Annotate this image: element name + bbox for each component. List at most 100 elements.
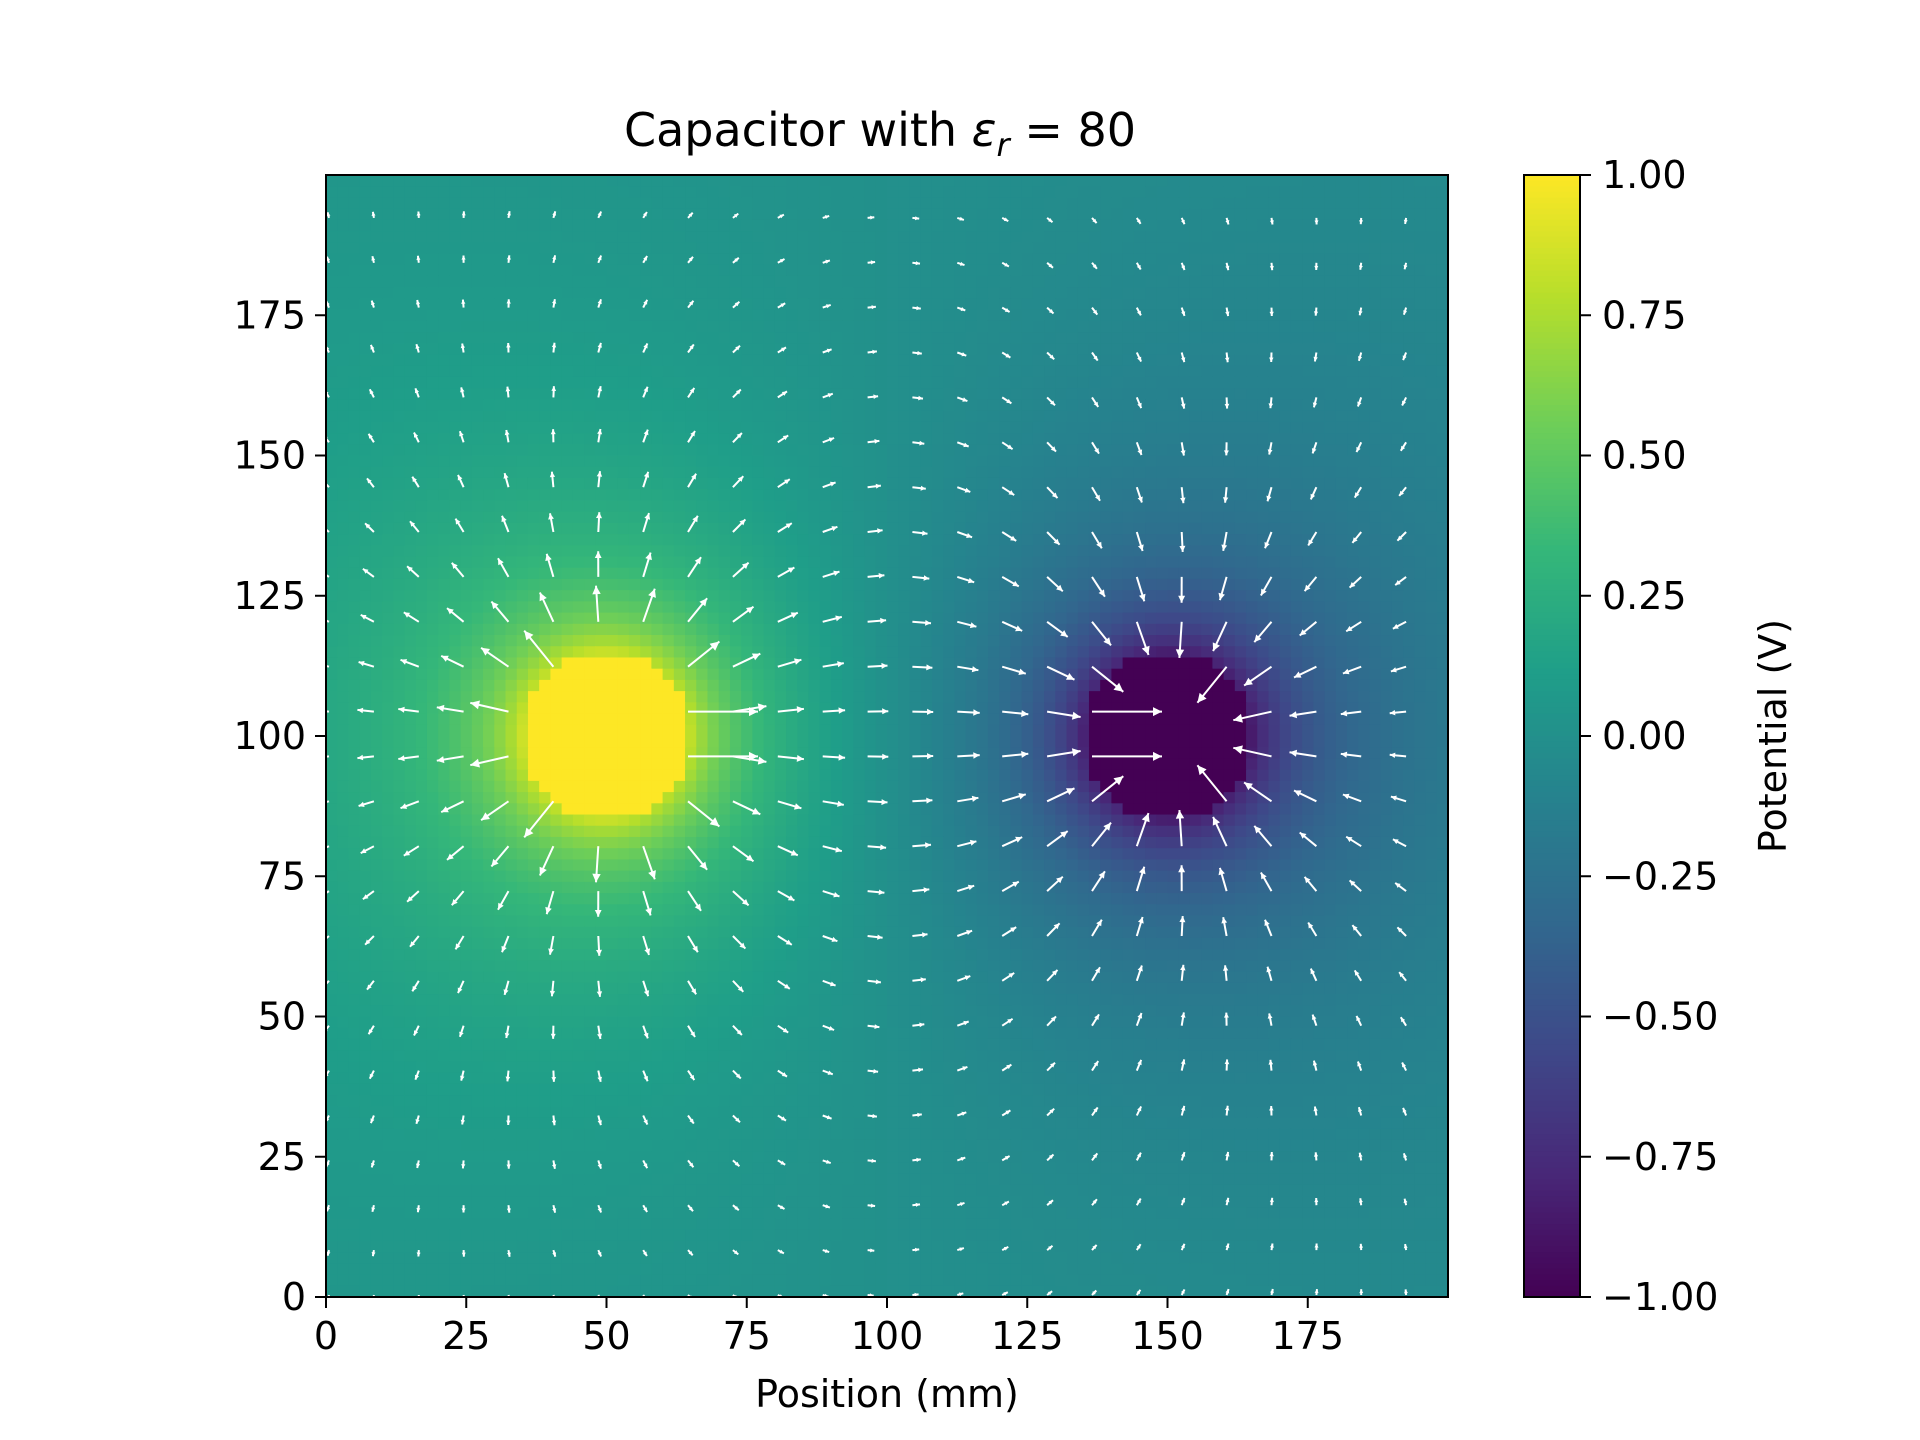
heatmap-cell bbox=[741, 421, 753, 434]
heatmap-cell bbox=[1044, 455, 1056, 468]
heatmap-cell bbox=[1425, 545, 1438, 558]
heatmap-cell bbox=[449, 691, 462, 703]
heatmap-cell bbox=[1436, 433, 1449, 445]
heatmap-cell bbox=[1077, 298, 1090, 311]
heatmap-cell bbox=[1077, 253, 1090, 266]
heatmap-cell bbox=[1391, 713, 1404, 726]
heatmap-cell bbox=[606, 444, 619, 457]
heatmap-cell bbox=[662, 175, 675, 187]
heatmap-cell bbox=[707, 253, 720, 266]
heatmap-cell bbox=[1223, 545, 1236, 558]
heatmap-cell bbox=[584, 702, 596, 715]
heatmap-cell bbox=[763, 646, 776, 659]
heatmap-cell bbox=[1302, 578, 1314, 591]
heatmap-cell bbox=[1044, 612, 1056, 625]
heatmap-cell bbox=[1290, 702, 1303, 715]
heatmap-cell bbox=[1324, 421, 1337, 434]
heatmap-cell bbox=[1324, 186, 1337, 199]
heatmap-cell bbox=[1133, 231, 1146, 243]
heatmap-cell bbox=[449, 444, 462, 457]
heatmap-cell bbox=[1290, 590, 1303, 602]
heatmap-cell bbox=[954, 242, 967, 255]
heatmap-cell bbox=[707, 567, 720, 580]
heatmap-cell bbox=[460, 691, 473, 703]
heatmap-cell bbox=[359, 578, 372, 591]
heatmap-cell bbox=[1347, 657, 1359, 670]
heatmap-cell bbox=[1055, 388, 1068, 400]
heatmap-cell bbox=[1391, 208, 1404, 221]
heatmap-cell bbox=[471, 433, 484, 445]
heatmap-cell bbox=[337, 410, 350, 423]
heatmap-cell bbox=[1055, 242, 1068, 255]
heatmap-cell bbox=[842, 309, 854, 322]
heatmap-cell bbox=[438, 275, 451, 288]
heatmap-cell bbox=[1111, 691, 1124, 703]
heatmap-cell bbox=[617, 590, 630, 602]
heatmap-cell bbox=[1347, 197, 1359, 210]
heatmap-cell bbox=[359, 691, 372, 703]
heatmap-cell bbox=[875, 679, 888, 692]
heatmap-cell bbox=[1021, 208, 1034, 221]
heatmap-cell bbox=[359, 388, 372, 400]
heatmap-cell bbox=[1414, 500, 1427, 513]
heatmap-cell bbox=[651, 668, 664, 681]
heatmap-cell bbox=[830, 354, 843, 367]
heatmap-cell bbox=[326, 623, 338, 636]
heatmap-cell bbox=[797, 713, 810, 726]
heatmap-cell bbox=[348, 556, 361, 569]
heatmap-cell bbox=[550, 320, 563, 333]
heatmap-cell bbox=[696, 477, 709, 490]
heatmap-cell bbox=[1369, 556, 1382, 569]
heatmap-cell bbox=[1290, 219, 1303, 232]
heatmap-cell bbox=[370, 477, 383, 490]
heatmap-cell bbox=[1201, 466, 1213, 479]
heatmap-cell bbox=[1021, 231, 1034, 243]
heatmap-cell bbox=[774, 545, 787, 558]
heatmap-cell bbox=[887, 578, 899, 591]
heatmap-cell bbox=[1246, 208, 1258, 221]
heatmap-cell bbox=[965, 275, 978, 288]
heatmap-cell bbox=[1189, 679, 1202, 692]
heatmap-cell bbox=[1167, 253, 1180, 266]
heatmap-cell bbox=[539, 691, 551, 703]
heatmap-cell bbox=[471, 601, 484, 614]
heatmap-cell bbox=[685, 489, 697, 501]
heatmap-cell bbox=[931, 534, 944, 546]
heatmap-cell bbox=[1122, 197, 1135, 210]
heatmap-cell bbox=[572, 365, 585, 378]
heatmap-cell bbox=[1189, 332, 1202, 344]
heatmap-cell bbox=[426, 578, 439, 591]
heatmap-cell bbox=[875, 410, 888, 423]
heatmap-cell bbox=[1223, 175, 1236, 187]
heatmap-cell bbox=[786, 332, 798, 344]
heatmap-cell bbox=[1246, 410, 1258, 423]
heatmap-cell bbox=[494, 713, 507, 726]
heatmap-cell bbox=[954, 197, 967, 210]
heatmap-cell bbox=[1403, 242, 1415, 255]
heatmap-cell bbox=[842, 668, 854, 681]
heatmap-cell bbox=[1425, 365, 1438, 378]
heatmap-cell bbox=[1335, 186, 1348, 199]
heatmap-cell bbox=[1077, 635, 1090, 647]
heatmap-cell bbox=[1212, 713, 1225, 726]
heatmap-cell bbox=[965, 623, 978, 636]
heatmap-cell bbox=[1257, 287, 1270, 300]
heatmap-cell bbox=[1246, 275, 1258, 288]
heatmap-cell bbox=[640, 298, 652, 311]
heatmap-cell bbox=[539, 623, 551, 636]
heatmap-cell bbox=[1324, 567, 1337, 580]
heatmap-cell bbox=[696, 612, 709, 625]
heatmap-cell bbox=[920, 320, 933, 333]
heatmap-cell bbox=[1223, 332, 1236, 344]
heatmap-cell bbox=[1100, 399, 1112, 412]
heatmap-cell bbox=[976, 646, 989, 659]
heatmap-cell bbox=[494, 231, 507, 243]
heatmap-cell bbox=[1145, 724, 1157, 737]
heatmap-cell bbox=[1347, 287, 1359, 300]
heatmap-cell bbox=[987, 657, 1000, 670]
heatmap-cell bbox=[729, 489, 742, 501]
heatmap-cell bbox=[1246, 556, 1258, 569]
heatmap-cell bbox=[1369, 275, 1382, 288]
heatmap-cell bbox=[550, 635, 563, 647]
heatmap-cell bbox=[1066, 433, 1079, 445]
